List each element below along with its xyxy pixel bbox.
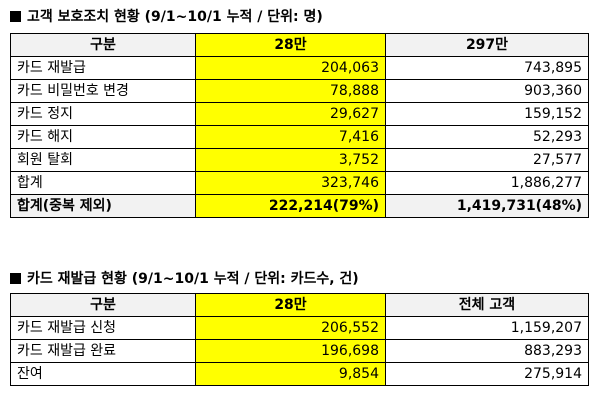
section-title-text: 고객 보호조치 현황 (9/1~10/1 누적 / 단위: 명) [27, 9, 323, 25]
row-label: 합계 [10, 171, 196, 195]
total-value-280k: 222,214(79%) [195, 194, 386, 218]
row-value-all: 1,159,207 [385, 316, 589, 340]
row-value-280k: 7,416 [195, 125, 386, 149]
row-value-2970k: 52,293 [385, 125, 589, 149]
square-bullet-icon [10, 273, 21, 284]
header-280k: 28만 [195, 293, 386, 317]
row-value-2970k: 27,577 [385, 148, 589, 172]
row-value-280k: 29,627 [195, 102, 386, 126]
row-label: 잔여 [10, 362, 196, 386]
total-label: 합계(중복 제외) [10, 194, 196, 218]
row-value-2970k: 743,895 [385, 56, 589, 80]
table-row: 잔여 9,854 275,914 [10, 362, 589, 386]
row-label: 회원 탈회 [10, 148, 196, 172]
table-row: 합계 323,746 1,886,277 [10, 171, 589, 195]
row-label: 카드 비밀번호 변경 [10, 79, 196, 103]
table-row: 카드 재발급 신청 206,552 1,159,207 [10, 316, 589, 340]
row-label: 카드 재발급 [10, 56, 196, 80]
protection-table: 구분 28만 297만 카드 재발급 204,063 743,895 카드 비밀… [10, 33, 589, 218]
header-category: 구분 [10, 33, 196, 57]
row-value-2970k: 1,886,277 [385, 171, 589, 195]
row-value-280k: 9,854 [195, 362, 386, 386]
row-value-all: 275,914 [385, 362, 589, 386]
table-row: 카드 재발급 204,063 743,895 [10, 56, 589, 80]
row-value-280k: 206,552 [195, 316, 386, 340]
row-label: 카드 정지 [10, 102, 196, 126]
header-category: 구분 [10, 293, 196, 317]
row-value-280k: 204,063 [195, 56, 386, 80]
section-title-text: 카드 재발급 현황 (9/1~10/1 누적 / 단위: 카드수, 건) [27, 271, 359, 287]
row-value-280k: 196,698 [195, 339, 386, 363]
row-label: 카드 재발급 신청 [10, 316, 196, 340]
header-all-customers: 전체 고객 [385, 293, 589, 317]
total-value-2970k: 1,419,731(48%) [385, 194, 589, 218]
total-row: 합계(중복 제외) 222,214(79%) 1,419,731(48%) [10, 194, 589, 218]
row-value-all: 883,293 [385, 339, 589, 363]
row-value-280k: 3,752 [195, 148, 386, 172]
table-row: 카드 정지 29,627 159,152 [10, 102, 589, 126]
table-row: 카드 해지 7,416 52,293 [10, 125, 589, 149]
row-value-280k: 78,888 [195, 79, 386, 103]
header-280k: 28만 [195, 33, 386, 57]
reissue-table: 구분 28만 전체 고객 카드 재발급 신청 206,552 1,159,207… [10, 293, 589, 386]
section-title-protection: 고객 보호조치 현황 (9/1~10/1 누적 / 단위: 명) [10, 6, 323, 26]
table-row: 카드 비밀번호 변경 78,888 903,360 [10, 79, 589, 103]
table-row: 카드 재발급 완료 196,698 883,293 [10, 339, 589, 363]
row-label: 카드 해지 [10, 125, 196, 149]
section-title-reissue: 카드 재발급 현황 (9/1~10/1 누적 / 단위: 카드수, 건) [10, 268, 359, 288]
row-value-2970k: 159,152 [385, 102, 589, 126]
table-row: 회원 탈회 3,752 27,577 [10, 148, 589, 172]
table-header-row: 구분 28만 전체 고객 [10, 293, 589, 317]
row-value-2970k: 903,360 [385, 79, 589, 103]
table-header-row: 구분 28만 297만 [10, 33, 589, 57]
row-label: 카드 재발급 완료 [10, 339, 196, 363]
row-value-280k: 323,746 [195, 171, 386, 195]
square-bullet-icon [10, 11, 21, 22]
header-2970k: 297만 [385, 33, 589, 57]
